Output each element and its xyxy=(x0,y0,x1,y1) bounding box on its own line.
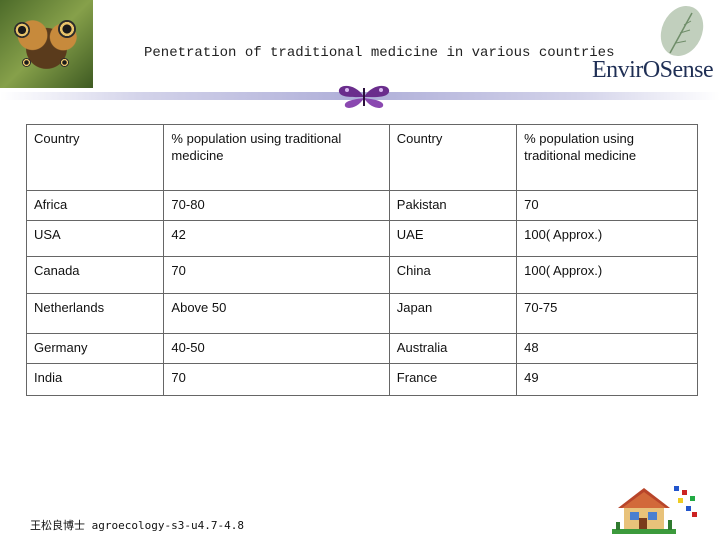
table-cell: 70 xyxy=(516,190,698,221)
table-cell: 70 xyxy=(163,363,390,396)
table-row: Canada 70 China 100( Approx.) xyxy=(25,256,698,294)
table-cell: UAE xyxy=(388,220,518,257)
table-cell: 42 xyxy=(163,220,390,257)
butterfly-icon xyxy=(338,85,390,108)
envirosense-logo: EnvirOSense xyxy=(590,5,718,85)
table-row: Germany 40-50 Australia 48 xyxy=(25,333,698,364)
table-cell: India xyxy=(25,363,165,396)
table-cell: 100( Approx.) xyxy=(516,220,698,257)
table-cell: 49 xyxy=(516,363,698,396)
table-cell: 70-80 xyxy=(163,190,390,221)
page-title: Penetration of traditional medicine in v… xyxy=(144,45,615,61)
table-cell: 40-50 xyxy=(163,333,390,364)
table-row: India 70 France 49 xyxy=(25,363,698,396)
table-cell: China xyxy=(388,256,518,294)
table-cell: Canada xyxy=(25,256,165,294)
traditional-medicine-table: Country % population using traditional m… xyxy=(25,124,698,396)
table-cell: Japan xyxy=(388,293,518,334)
house-icon xyxy=(612,486,697,534)
table-cell: USA xyxy=(25,220,165,257)
header-cell: Country xyxy=(388,124,518,191)
footer-caption: 王松良博士 agroecology-s3-u4.7-4.8 xyxy=(30,519,244,532)
table-cell: Germany xyxy=(25,333,165,364)
leaf-icon xyxy=(660,5,704,57)
table-row: Africa 70-80 Pakistan 70 xyxy=(25,190,698,221)
logo-text: EnvirOSense xyxy=(592,57,714,83)
butterfly-photo xyxy=(0,0,93,88)
table-cell: Above 50 xyxy=(163,293,390,334)
table-row: Netherlands Above 50 Japan 70-75 xyxy=(25,293,698,334)
table-cell: Pakistan xyxy=(388,190,518,221)
table-row: USA 42 UAE 100( Approx.) xyxy=(25,220,698,257)
table-header-row: Country % population using traditional m… xyxy=(25,124,698,191)
header-cell: % population using traditional medicine xyxy=(516,124,698,191)
table-cell: France xyxy=(388,363,518,396)
table-cell: 70-75 xyxy=(516,293,698,334)
table-cell: 70 xyxy=(163,256,390,294)
table-cell: Africa xyxy=(25,190,165,221)
table-cell: Netherlands xyxy=(25,293,165,334)
table-cell: Australia xyxy=(388,333,518,364)
table-cell: 100( Approx.) xyxy=(516,256,698,294)
header-cell: % population using traditional medicine xyxy=(163,124,390,191)
header-cell: Country xyxy=(25,124,165,191)
table-cell: 48 xyxy=(516,333,698,364)
